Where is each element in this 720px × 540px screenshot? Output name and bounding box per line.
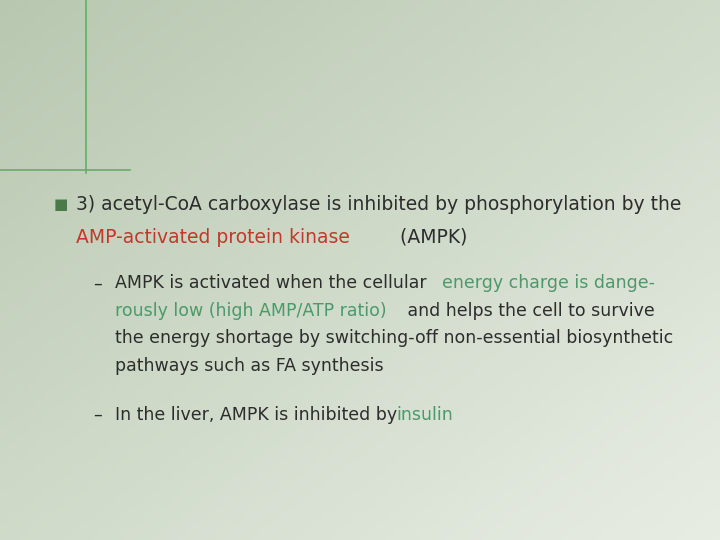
Text: –: –: [94, 406, 102, 424]
Text: –: –: [94, 274, 102, 292]
Text: 3) acetyl-CoA carboxylase is inhibited by phosphorylation by the: 3) acetyl-CoA carboxylase is inhibited b…: [76, 195, 681, 214]
Text: AMP-activated protein kinase: AMP-activated protein kinase: [76, 228, 349, 247]
Text: insulin: insulin: [396, 406, 453, 424]
Text: (AMPK): (AMPK): [394, 228, 467, 247]
Text: AMPK is activated when the cellular: AMPK is activated when the cellular: [115, 274, 432, 292]
Text: rously low (high AMP/ATP ratio): rously low (high AMP/ATP ratio): [115, 302, 387, 320]
Text: ■: ■: [54, 197, 68, 212]
Text: In the liver, AMPK is inhibited by: In the liver, AMPK is inhibited by: [115, 406, 402, 424]
Text: energy charge is dange-: energy charge is dange-: [442, 274, 655, 292]
Text: pathways such as FA synthesis: pathways such as FA synthesis: [115, 357, 384, 375]
Text: and helps the cell to survive: and helps the cell to survive: [402, 302, 654, 320]
Text: the energy shortage by switching-off non-essential biosynthetic: the energy shortage by switching-off non…: [115, 329, 673, 347]
